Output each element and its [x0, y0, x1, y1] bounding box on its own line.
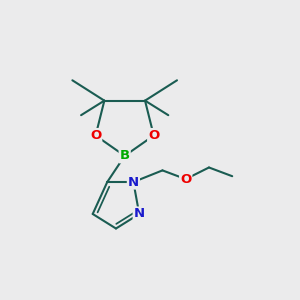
Text: B: B [120, 149, 130, 162]
Text: O: O [180, 172, 191, 186]
Text: N: N [134, 208, 145, 220]
Text: O: O [148, 129, 159, 142]
Text: O: O [90, 129, 101, 142]
Text: N: N [128, 176, 139, 188]
